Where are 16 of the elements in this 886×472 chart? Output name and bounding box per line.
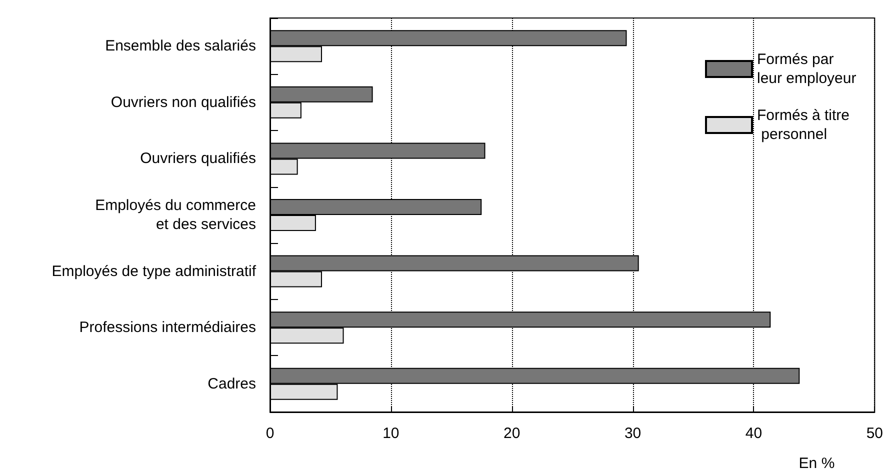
legend-label: Formés par leur employeur	[757, 51, 856, 87]
y-tick-label: Ensemble des salariés	[105, 38, 256, 55]
y-tick-label: Employés de type administratif	[52, 262, 257, 280]
x-tick-label: 40	[745, 425, 762, 442]
x-tick-label: 10	[382, 425, 400, 442]
legend-label: Formés à titre personnel	[757, 107, 850, 143]
x-tick-label: 30	[624, 425, 642, 442]
x-tick-label: 20	[504, 425, 520, 442]
x-axis-title: En %	[798, 455, 835, 472]
y-tick-label: Employés du commerce et des services	[95, 197, 256, 233]
y-tick-label: Cadres	[208, 375, 256, 392]
x-tick-label: 0	[266, 425, 274, 442]
y-tick-label: Professions intermédiaires	[79, 319, 256, 336]
y-tick-label: Ouvriers qualifiés	[140, 150, 256, 168]
y-tick-label: Ouvriers non qualifiés	[110, 94, 256, 111]
x-tick-label: 50	[866, 425, 883, 442]
